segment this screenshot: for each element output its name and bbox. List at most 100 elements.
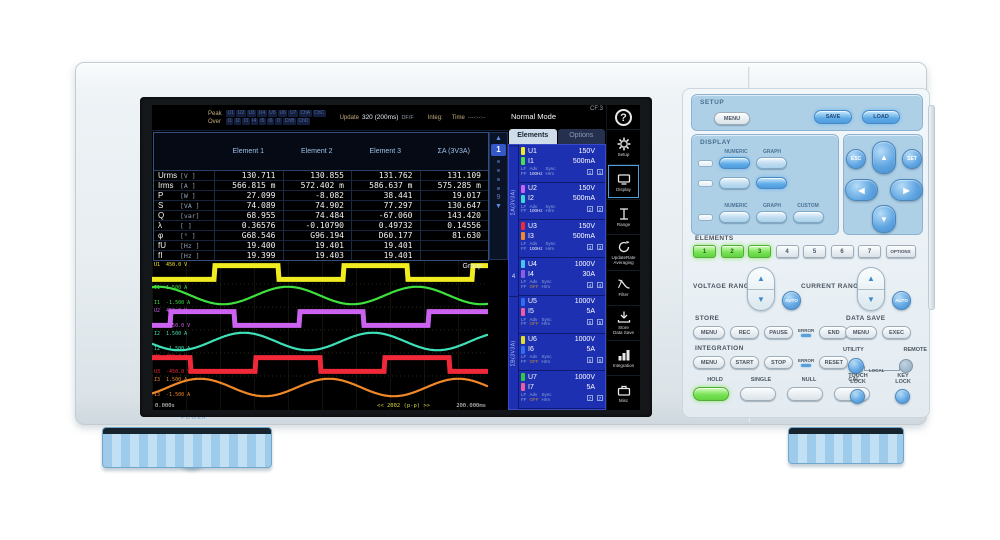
measurement-value: 130.647: [419, 201, 489, 210]
element-config-5[interactable]: U5 1000V I5 5A LF FF Adv OFF Sync Hrm 5 5: [519, 296, 605, 334]
display1-numeric-button[interactable]: [719, 157, 750, 169]
page-selector[interactable]: ▲ 1 9 ▼: [489, 132, 508, 260]
element-config-4[interactable]: U4 1000V I4 30A LF FF Adv OFF Sync Hrm 4 4: [519, 258, 605, 296]
sidebar-store-button[interactable]: Store Data Save: [607, 304, 640, 340]
integration-reset-button[interactable]: RESET: [819, 356, 849, 369]
page-dot[interactable]: [497, 168, 500, 172]
single-button[interactable]: [740, 387, 776, 401]
page-dot[interactable]: [497, 186, 500, 190]
waveform-trace-U3: [152, 355, 488, 374]
display3-numeric-button[interactable]: [719, 211, 750, 223]
save-button[interactable]: SAVE: [814, 110, 852, 124]
load-button[interactable]: LOAD: [862, 110, 900, 124]
page-up-icon[interactable]: ▲: [495, 135, 502, 142]
display3-custom-button[interactable]: [793, 211, 824, 223]
arrow-up-button[interactable]: ▲: [872, 141, 896, 174]
last-page[interactable]: 9: [496, 194, 501, 201]
esc-button[interactable]: ESC: [846, 149, 866, 169]
utility-button[interactable]: [848, 358, 864, 374]
element-4-button[interactable]: 4: [775, 245, 799, 258]
table-row: fI [Hz ] 19.399 19.403 19.401: [154, 250, 488, 260]
setup-menu-button[interactable]: MENU: [714, 112, 750, 125]
sidebar-updaterate-button[interactable]: UpdateRate Averaging: [607, 234, 640, 269]
element-config-1[interactable]: U1 150V I1 500mA LF FF Adv 100Hz Sync Hrm 1 1: [519, 145, 605, 183]
element-config-3[interactable]: U3 150V I3 500mA LF FF Adv 100Hz Sync Hrm 3 3: [519, 220, 605, 259]
current-range-up-icon[interactable]: ▲: [858, 268, 884, 290]
measurement-value: 81.630: [419, 231, 489, 240]
custom-label: CUSTOM: [797, 203, 819, 209]
measurement-value: -67.060: [351, 211, 420, 220]
element-config-6[interactable]: U6 1000V I6 5A LF FF Adv OFF Sync Hrm 6 6: [519, 334, 605, 372]
store-pause-button[interactable]: PAUSE: [764, 326, 793, 339]
sync-source-box: 4: [597, 281, 603, 288]
page-down-icon[interactable]: ▼: [495, 203, 502, 210]
page-dot[interactable]: [497, 159, 500, 163]
element-sub-settings: LF FF Adv OFF Sync Hrm 5 5: [521, 316, 603, 327]
current-range-value: 30A: [582, 270, 595, 278]
page-dot[interactable]: [497, 177, 500, 181]
display2-indicator-button[interactable]: [698, 179, 713, 187]
store-menu-button[interactable]: MENU: [693, 326, 725, 339]
help-button[interactable]: ?: [607, 105, 640, 129]
display2-graph-button[interactable]: [756, 177, 787, 189]
peak-indicator: U2: [236, 110, 246, 117]
hold-button[interactable]: [693, 387, 729, 401]
measurement-value: 74.089: [214, 201, 283, 210]
store-rec-button[interactable]: REC: [730, 326, 759, 339]
display1-indicator-button[interactable]: [698, 159, 713, 167]
current-range-value: 5A: [586, 308, 595, 316]
element-config-7[interactable]: U7 1000V I7 5A LF FF Adv OFF Sync Hrm 7 7: [519, 371, 605, 410]
display3-indicator-button[interactable]: [698, 213, 713, 221]
element-1-button[interactable]: 1: [693, 245, 716, 258]
display1-graph-button[interactable]: [756, 157, 787, 169]
arrow-right-button[interactable]: ▶: [890, 179, 923, 201]
voltage-name: U2: [528, 185, 537, 193]
sidebar-display-button[interactable]: Display: [607, 164, 640, 199]
measurement-table: Element 1 Element 2 Element 3 ΣA (3V3A) Urm…: [153, 132, 489, 261]
element-options-button[interactable]: OPTIONS: [885, 245, 916, 258]
sidebar-range-button[interactable]: Range: [607, 199, 640, 234]
data-save-exec-button[interactable]: EXEC: [882, 326, 911, 339]
key-lock-button[interactable]: [895, 389, 910, 404]
integration-menu-button[interactable]: MENU: [693, 356, 725, 369]
current-range-rocker[interactable]: ▲ ▼: [857, 267, 885, 311]
element-config-2[interactable]: U2 150V I2 500mA LF FF Adv 100Hz Sync Hrm 2 2: [519, 183, 605, 221]
tab-elements[interactable]: Elements: [509, 129, 557, 144]
display2-numeric-button[interactable]: [719, 177, 750, 189]
voltage-color-bar: [521, 297, 525, 306]
data-save-menu-button[interactable]: MENU: [845, 326, 877, 339]
sidebar-integration-button[interactable]: Integration: [607, 339, 640, 375]
tab-options[interactable]: Options: [557, 129, 605, 144]
element-3-button[interactable]: 3: [748, 245, 771, 258]
side-handle: [928, 105, 935, 310]
set-button[interactable]: SET: [902, 149, 922, 169]
peak-indicator: U6: [278, 110, 288, 117]
integration-start-button[interactable]: START: [730, 356, 759, 369]
touch-lock-button[interactable]: [850, 389, 865, 404]
measurement-value: [419, 241, 489, 250]
current-page[interactable]: 1: [491, 144, 506, 156]
sidebar-setup-button[interactable]: Setup: [607, 129, 640, 164]
voltage-range-up-icon[interactable]: ▲: [748, 268, 774, 290]
arrow-down-button[interactable]: ▼: [872, 205, 896, 233]
integration-stop-button[interactable]: STOP: [764, 356, 793, 369]
null-button[interactable]: [787, 387, 823, 401]
measurement-value: -0.10790: [282, 221, 352, 230]
element-6-button[interactable]: 6: [830, 245, 854, 258]
arrow-left-button[interactable]: ◀: [845, 179, 878, 201]
element-7-button[interactable]: 7: [858, 245, 881, 258]
current-auto-button[interactable]: AUTO: [892, 291, 911, 310]
voltage-range-down-icon[interactable]: ▼: [757, 295, 765, 305]
current-range-down-icon[interactable]: ▼: [867, 295, 875, 305]
store-end-button[interactable]: END: [819, 326, 849, 339]
element-5-button[interactable]: 5: [803, 245, 826, 258]
row-label: Q: [158, 211, 165, 220]
column-header: Element 3: [369, 148, 402, 155]
voltage-range-rocker[interactable]: ▲ ▼: [747, 267, 775, 311]
sidebar-filter-button[interactable]: Filter: [607, 269, 640, 305]
voltage-auto-button[interactable]: AUTO: [782, 291, 801, 310]
element-2-button[interactable]: 2: [720, 245, 744, 258]
sidebar-misc-button[interactable]: Misc: [607, 374, 640, 410]
help-icon[interactable]: ?: [615, 108, 632, 126]
display3-graph-button[interactable]: [756, 211, 787, 223]
